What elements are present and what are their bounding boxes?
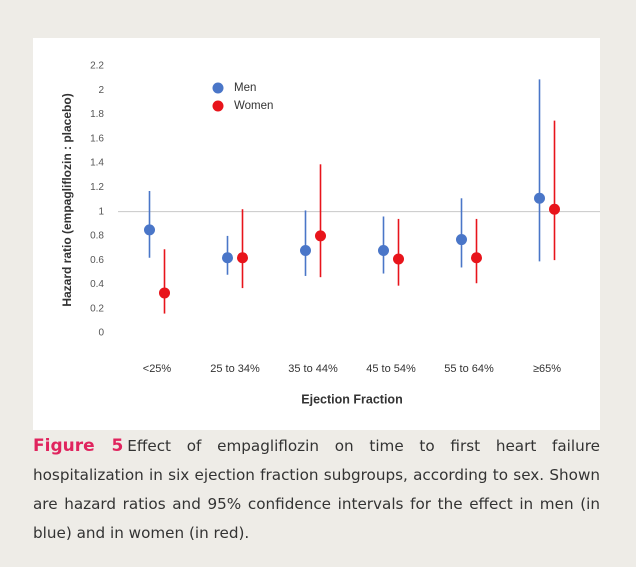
- point: [456, 234, 467, 246]
- point: [144, 224, 155, 236]
- caption-text: Effect of empagliflozin on time to first…: [33, 437, 601, 542]
- y-tick-label: 1.8: [90, 109, 104, 120]
- y-tick-label: 2: [98, 85, 104, 96]
- legend-marker: [212, 100, 224, 112]
- y-tick-label: 1.6: [90, 133, 104, 144]
- x-axis-label: Ejection Fraction: [301, 392, 402, 406]
- y-tick-label: 0.2: [90, 303, 104, 314]
- y-tick-label: 1.4: [90, 158, 104, 169]
- y-tick-label: 0.8: [90, 231, 104, 242]
- legend-label: Women: [234, 100, 273, 112]
- point: [222, 252, 233, 264]
- legend-marker: [212, 82, 224, 94]
- y-tick-label: 2.2: [90, 61, 104, 72]
- x-tick-label: 25 to 34%: [210, 363, 260, 375]
- point: [237, 252, 248, 264]
- point: [300, 244, 311, 256]
- x-tick-label: 55 to 64%: [444, 363, 494, 375]
- legend-label: Men: [234, 82, 256, 94]
- x-tick-label: <25%: [143, 363, 172, 375]
- y-tick-label: 0.4: [90, 279, 104, 290]
- point: [534, 192, 545, 204]
- y-tick-label: 0: [98, 328, 104, 339]
- point: [549, 203, 560, 215]
- y-tick-label: 1: [98, 206, 104, 217]
- x-tick-label: 35 to 44%: [288, 363, 338, 375]
- point: [378, 244, 389, 256]
- x-tick-label: ≥65%: [533, 363, 561, 375]
- point: [393, 253, 404, 265]
- x-tick-label: 45 to 54%: [366, 363, 416, 375]
- point: [159, 287, 170, 299]
- point: [471, 252, 482, 264]
- caption: Figure 5 Effect of empagliflozin on time …: [33, 432, 600, 548]
- caption-label: Figure 5: [33, 436, 124, 456]
- y-tick-label: 1.2: [90, 182, 104, 193]
- y-axis-label: Hazard ratio (empagliflozin : placebo): [60, 93, 74, 306]
- point: [315, 230, 326, 242]
- y-tick-label: 0.6: [90, 255, 104, 266]
